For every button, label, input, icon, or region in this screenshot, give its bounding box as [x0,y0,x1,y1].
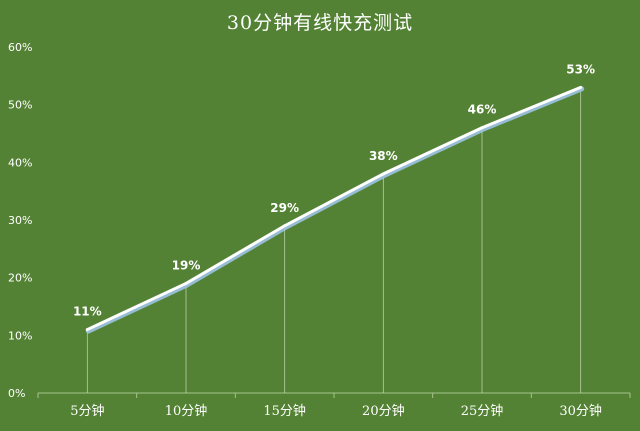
x-tick-label: 15分钟 [263,403,306,419]
x-tick-label: 10分钟 [165,403,208,419]
data-point [184,281,188,285]
data-label: 11% [73,305,102,319]
series-line [85,85,583,332]
x-tick-label: 25分钟 [461,403,504,419]
y-tick-label: 30% [8,214,32,227]
data-label: 38% [369,149,398,163]
series-line-shadow [85,86,585,334]
y-tick-label: 0% [8,387,25,400]
y-tick-label: 20% [8,272,32,285]
y-tick-label: 40% [8,156,32,169]
x-tick-label: 20分钟 [362,403,405,419]
y-tick-label: 10% [8,329,32,342]
x-tick-label: 5分钟 [70,403,104,419]
data-point [283,224,287,228]
data-point [85,328,89,332]
y-tick-label: 50% [8,99,32,112]
chart-title: 30分钟有线快充测试 [226,12,414,34]
data-label: 46% [468,103,497,117]
data-label: 29% [270,201,299,215]
y-tick-label: 60% [8,41,32,54]
x-tick-label: 30分钟 [559,403,602,419]
data-point [579,85,583,89]
data-label: 19% [172,258,201,272]
data-point [480,126,484,130]
data-label: 53% [566,62,595,76]
data-point [381,172,385,176]
